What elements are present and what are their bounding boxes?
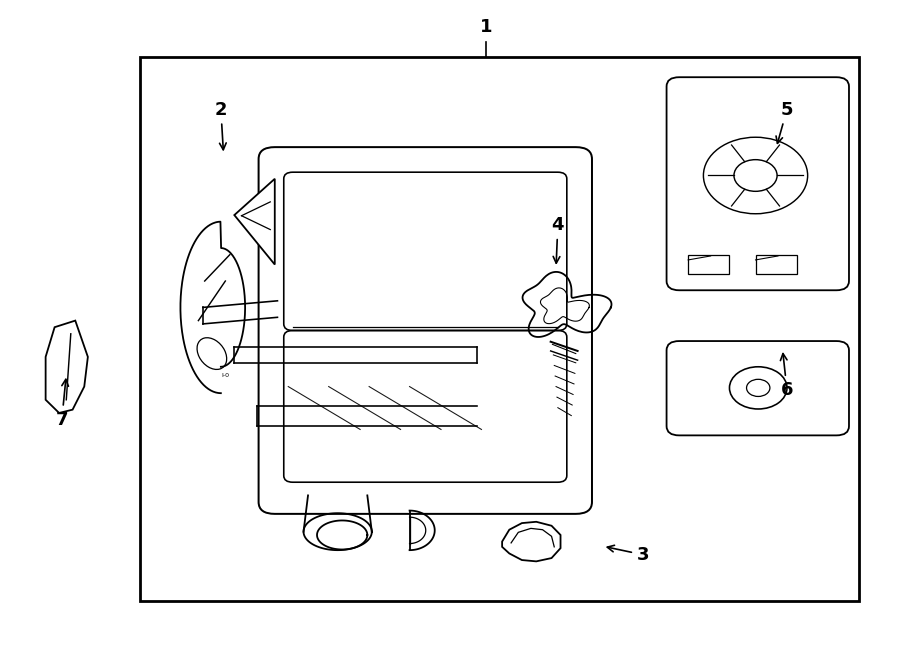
FancyBboxPatch shape <box>258 147 592 514</box>
Text: 1: 1 <box>480 18 492 36</box>
Bar <box>688 254 730 274</box>
Text: I-0: I-0 <box>221 373 230 377</box>
FancyBboxPatch shape <box>667 77 849 290</box>
Bar <box>140 57 859 601</box>
Polygon shape <box>234 178 274 264</box>
Bar <box>755 254 796 274</box>
Text: 3: 3 <box>608 545 650 564</box>
Text: 2: 2 <box>214 100 227 150</box>
Text: 6: 6 <box>780 354 793 399</box>
FancyBboxPatch shape <box>667 341 849 436</box>
Text: 5: 5 <box>776 100 793 143</box>
Polygon shape <box>46 321 88 413</box>
Polygon shape <box>502 522 561 561</box>
Text: 4: 4 <box>552 216 564 263</box>
Text: 7: 7 <box>56 379 68 428</box>
